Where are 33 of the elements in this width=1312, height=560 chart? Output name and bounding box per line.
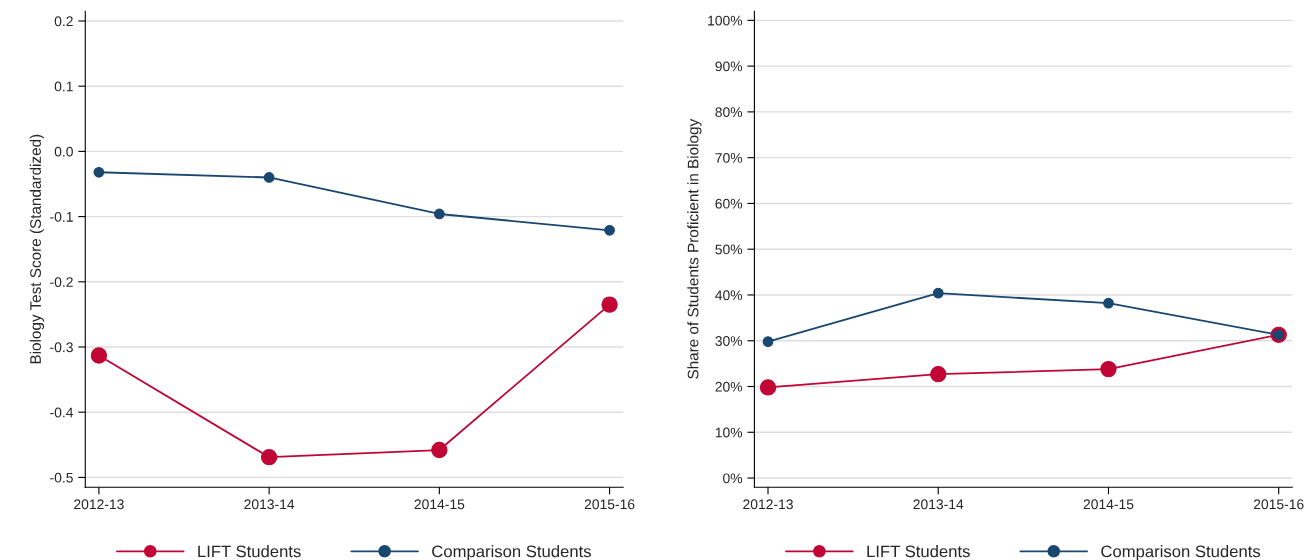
y-tick-label: 10% — [715, 427, 743, 438]
y-axis-title: Biology Test Score (Standardized) — [29, 134, 44, 364]
x-tick-label: 2015-16 — [584, 499, 635, 510]
x-tick-label: 2015-16 — [1253, 499, 1304, 510]
x-tick-label: 2012-13 — [743, 499, 793, 510]
y-tick-label: 60% — [715, 198, 743, 209]
y-tick-label: 20% — [715, 381, 743, 392]
y-axis-title: Share of Students Proficient in Biology — [687, 118, 702, 379]
y-tick-label: -0.5 — [50, 472, 73, 483]
y-tick-label: -0.4 — [50, 407, 74, 418]
legend-label: Comparison Students — [432, 545, 591, 560]
y-tick-label: 90% — [715, 61, 743, 72]
x-tick-label: 2013-14 — [244, 499, 295, 510]
y-tick-label: -0.1 — [50, 211, 73, 222]
y-tick-label: 30% — [715, 336, 743, 346]
y-tick-label: 50% — [715, 244, 743, 255]
y-tick-label: -0.3 — [50, 342, 73, 353]
x-tick-label: 2012-13 — [74, 499, 124, 510]
x-tick-label: 2014-15 — [414, 499, 465, 510]
legend-label: LIFT Students — [198, 545, 301, 558]
y-tick-label: 100% — [708, 15, 743, 26]
legend-label: Comparison Students — [1101, 545, 1261, 560]
y-tick-label: 80% — [715, 107, 743, 118]
legend-label: LIFT Students — [867, 545, 970, 558]
x-tick-label: 2013-14 — [913, 499, 964, 510]
y-tick-label: 0.1 — [54, 81, 73, 92]
y-tick-label: 0.2 — [54, 16, 73, 27]
y-tick-label: 70% — [715, 153, 743, 163]
y-tick-label: 0.0 — [54, 146, 73, 157]
x-tick-label: 2014-15 — [1083, 499, 1134, 510]
y-tick-label: 0% — [723, 473, 743, 484]
y-tick-label: -0.2 — [50, 277, 73, 287]
y-tick-label: 40% — [715, 290, 743, 301]
